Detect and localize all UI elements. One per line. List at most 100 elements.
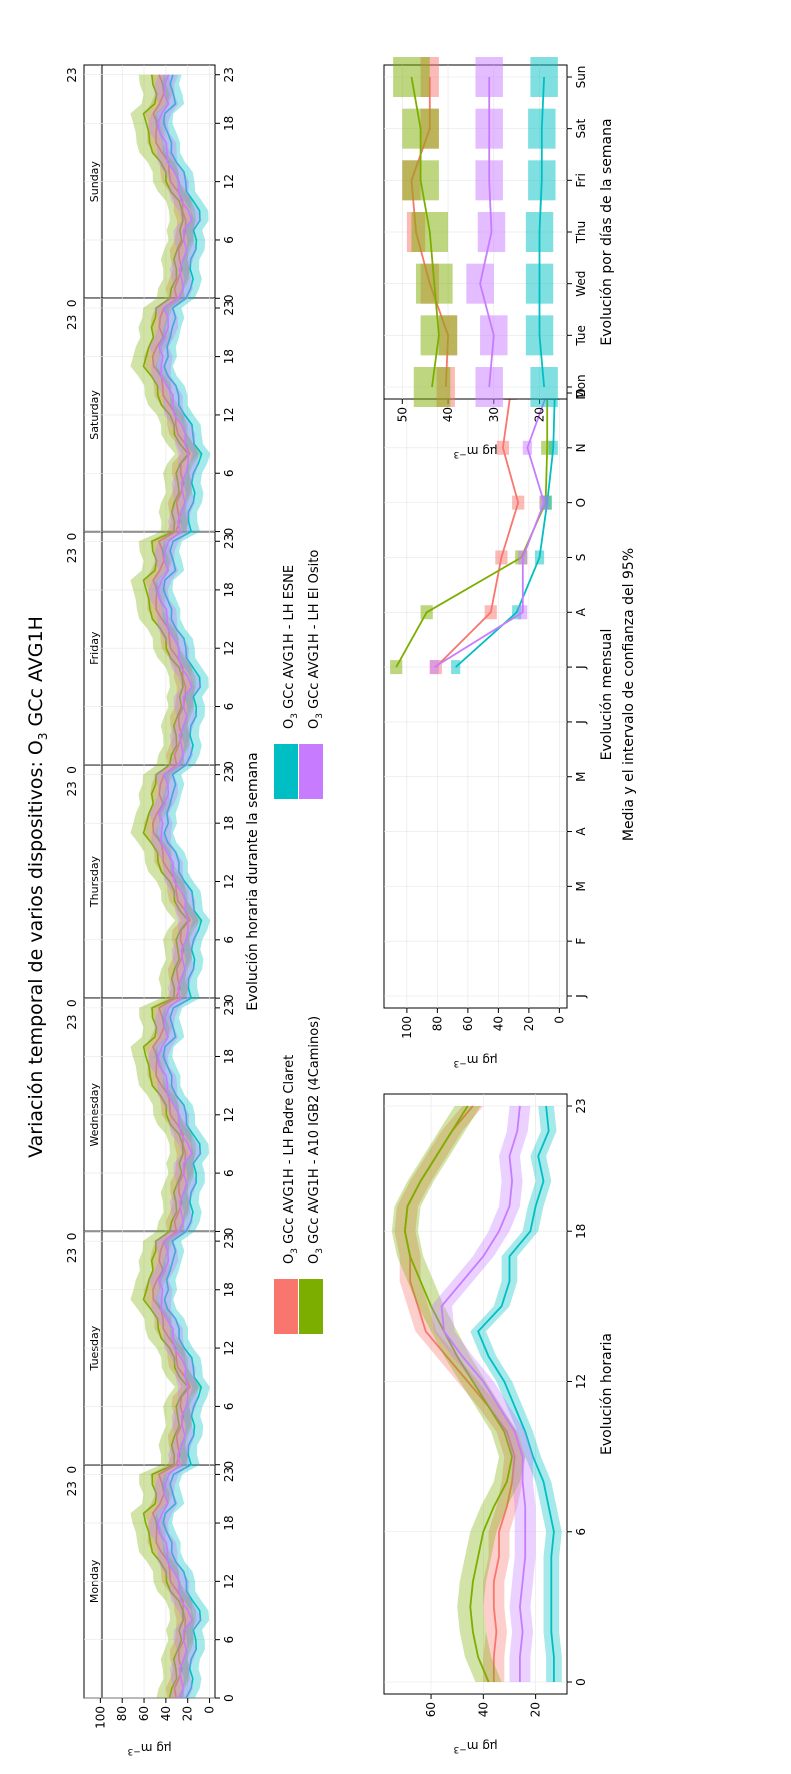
- y-tick-label: 60: [137, 1706, 151, 1721]
- x-tick-label: Mon: [574, 374, 588, 399]
- hour-tick-label: 18: [222, 1282, 236, 1297]
- x-tick-label: J: [574, 665, 588, 670]
- top-tick-label: 0: [65, 299, 79, 307]
- weekly-line-padre_claret: [151, 74, 191, 1699]
- y-tick-label: 20: [522, 1016, 536, 1031]
- hour-tick-label: 6: [222, 703, 236, 711]
- x-tick-label: J: [574, 994, 588, 999]
- hour-tick-label: 23: [222, 300, 236, 315]
- weekly-band-esne: [154, 74, 211, 1698]
- hour-tick-label: 18: [222, 816, 236, 831]
- x-tick-label: Thu: [574, 221, 588, 245]
- hour-tick-label: 0: [222, 1228, 236, 1236]
- hour-tick-label: 0: [222, 1694, 236, 1702]
- hour-tick-label: 23: [222, 1467, 236, 1482]
- x-tick-label: S: [574, 554, 588, 562]
- hour-tick-label: 12: [222, 174, 236, 189]
- hour-tick-label: 0: [222, 294, 236, 302]
- x-tick-label: Tue: [574, 325, 588, 347]
- hour-tick-label: 23: [222, 67, 236, 82]
- x-tick-label: M: [574, 881, 588, 891]
- weekday-line-el_osito: [479, 77, 495, 388]
- weekly-line-el_osito: [157, 74, 193, 1699]
- weekday-ci-esne: [530, 367, 558, 407]
- x-tick-label: Fri: [574, 173, 588, 187]
- hour-tick-label: 12: [222, 1340, 236, 1355]
- weekly-line-a10: [142, 74, 190, 1699]
- top-tick-label: 23: [65, 548, 79, 563]
- top-tick-label: 23: [65, 1248, 79, 1263]
- y-tick-label: 60: [461, 1016, 475, 1031]
- y-tick-label: 0: [203, 1706, 217, 1714]
- top-tick-label: 23: [65, 67, 79, 82]
- monthly-xlabel2: Media y el intervalo de confianza del 95…: [621, 548, 637, 841]
- legend-label-el_osito: O3 GCc AVG1H - LH El Osito: [307, 550, 325, 729]
- legend: O3 GCc AVG1H - LH Padre Claret O3 GCc AVG…: [274, 550, 325, 1334]
- x-tick-label: 12: [574, 1374, 588, 1389]
- hour-tick-label: 23: [222, 1234, 236, 1249]
- legend-label-a10: O3 GCc AVG1H - A10 IGB2 (4Caminos): [307, 1016, 325, 1264]
- weekday-ylabel: µg m−3: [453, 444, 497, 459]
- hour-tick-label: 0: [222, 761, 236, 769]
- weekday-ci-a10: [393, 57, 430, 97]
- top-tick-label: 23: [65, 781, 79, 796]
- hourly-band-padre_claret: [394, 1106, 526, 1682]
- x-tick-label: A: [574, 607, 588, 616]
- hourly-frame: [383, 1093, 568, 1695]
- y-tick-label: 40: [476, 1702, 490, 1717]
- top-tick-label: 0: [65, 1466, 79, 1474]
- weekday-panel: 20 30 40 50 Mon Tue Wed Thu Fri Sat Sun Evolución p…: [383, 57, 615, 422]
- x-tick-label: J: [574, 720, 588, 725]
- hourly-ylabel: µg m−3: [453, 1739, 497, 1754]
- monthly-xlabel: Evolución mensual: [599, 629, 615, 761]
- x-tick-label: 0: [574, 1678, 588, 1686]
- hour-tick-label: 0: [222, 528, 236, 536]
- x-tick-label: M: [574, 772, 588, 782]
- y-tick-label: 100: [93, 1706, 107, 1729]
- x-tick-label: A: [574, 827, 588, 836]
- x-tick-label: Sun: [574, 66, 588, 89]
- monthly-ylabel: µg m−3: [453, 1053, 497, 1068]
- hour-tick-label: 6: [222, 936, 236, 944]
- hourly-line-a10: [403, 1105, 514, 1683]
- hour-tick-label: 12: [222, 641, 236, 656]
- legend-swatch-esne: [274, 744, 298, 799]
- top-tick-label: 0: [65, 766, 79, 774]
- legend-swatch-a10: [299, 1279, 323, 1334]
- y-tick-label: 20: [181, 1706, 195, 1721]
- top-tick-label: 0: [65, 999, 79, 1007]
- hour-tick-label: 12: [222, 874, 236, 889]
- x-tick-label: 18: [574, 1224, 588, 1239]
- hour-tick-label: 6: [222, 1403, 236, 1411]
- hour-tick-label: 23: [222, 1000, 236, 1015]
- y-tick-label: 20: [529, 1702, 543, 1717]
- legend-label-esne: O3 GCc AVG1H - LH ESNE: [282, 565, 300, 729]
- y-tick-label: 30: [487, 407, 501, 422]
- x-tick-label: 23: [574, 1098, 588, 1113]
- y-tick-label: 40: [441, 407, 455, 422]
- top-tick-label: 23: [65, 1481, 79, 1496]
- hourly-line-el_osito: [440, 1105, 527, 1682]
- weekly-hourly-panel: Monday06121823Tuesday06121823023Wednesda…: [65, 64, 261, 1729]
- hour-tick-label: 18: [222, 116, 236, 131]
- hour-tick-label: 18: [222, 582, 236, 597]
- hour-tick-label: 6: [222, 1636, 236, 1644]
- top-tick-label: 0: [65, 533, 79, 541]
- hourly-band-el_osito: [431, 1106, 536, 1682]
- hour-tick-label: 12: [222, 1574, 236, 1589]
- hour-tick-label: 18: [222, 1049, 236, 1064]
- x-tick-label: O: [574, 498, 588, 507]
- x-tick-label: Wed: [574, 271, 588, 297]
- x-tick-label: F: [574, 938, 588, 945]
- y-tick-label: 0: [552, 1016, 566, 1024]
- hourly-panel: 20 40 60 0 6 12 18 23 Evolución horaria: [383, 1093, 615, 1717]
- x-tick-label: Sat: [574, 119, 588, 139]
- y-tick-label: 50: [395, 407, 409, 422]
- weekly-line-esne: [162, 74, 203, 1699]
- top-tick-label: 23: [65, 1015, 79, 1030]
- weekday-line-a10: [410, 76, 440, 388]
- y-tick-label: 20: [533, 407, 547, 422]
- hour-tick-label: 23: [222, 534, 236, 549]
